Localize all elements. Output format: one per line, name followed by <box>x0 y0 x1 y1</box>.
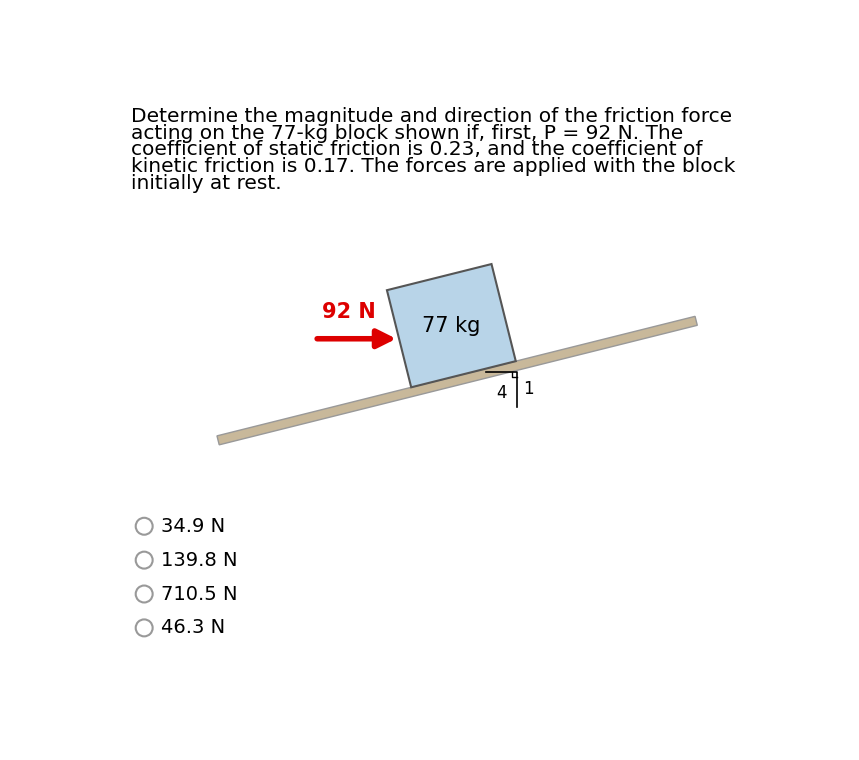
Text: Determine the magnitude and direction of the friction force: Determine the magnitude and direction of… <box>131 106 732 125</box>
Text: acting on the 77-kg block shown if, first, P = 92 N. The: acting on the 77-kg block shown if, firs… <box>131 124 683 143</box>
Text: initially at rest.: initially at rest. <box>131 174 282 193</box>
Polygon shape <box>387 264 515 388</box>
Text: kinetic friction is 0.17. The forces are applied with the block: kinetic friction is 0.17. The forces are… <box>131 157 735 176</box>
Text: 4: 4 <box>497 385 507 402</box>
Text: 34.9 N: 34.9 N <box>161 517 225 536</box>
Text: coefficient of static friction is 0.23, and the coefficient of: coefficient of static friction is 0.23, … <box>131 141 703 160</box>
Text: 139.8 N: 139.8 N <box>161 551 238 570</box>
Text: 1: 1 <box>523 380 534 398</box>
Text: 77 kg: 77 kg <box>422 315 480 336</box>
Text: 46.3 N: 46.3 N <box>161 619 225 638</box>
Text: 710.5 N: 710.5 N <box>161 584 238 603</box>
Polygon shape <box>217 316 698 445</box>
Text: 92 N: 92 N <box>322 302 376 321</box>
